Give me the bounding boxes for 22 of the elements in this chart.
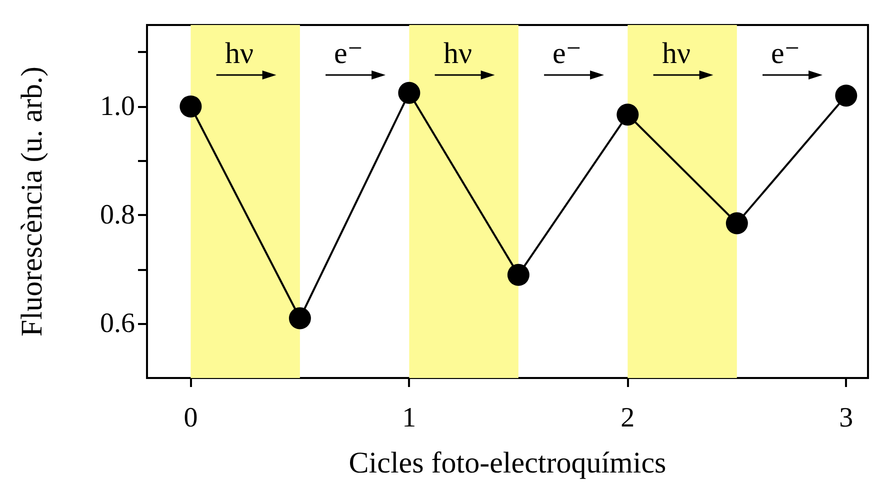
y-tick-label: 0.8: [100, 200, 135, 231]
point: [180, 95, 202, 118]
point: [288, 307, 311, 330]
annotation: e⁻: [770, 37, 800, 70]
point: [726, 212, 748, 234]
x-tick-label: 1: [402, 402, 416, 434]
y-tick-label: 0.6: [100, 308, 135, 340]
x-tick-label: 2: [620, 402, 635, 434]
x-axis-title: Cicles foto-electroquímics: [348, 446, 666, 480]
annotation: e⁻: [334, 37, 364, 70]
point: [835, 84, 858, 107]
point: [398, 82, 420, 104]
annotation: e⁻: [552, 37, 582, 70]
x-tick-label: 3: [839, 402, 854, 434]
band-label: hν: [225, 37, 254, 70]
y-axis-title: Fluorescència (u. arb.): [16, 66, 48, 336]
point: [507, 264, 530, 286]
band-label: hν: [444, 37, 472, 70]
band-label: hν: [662, 37, 691, 70]
y-tick-label: 1.0: [100, 90, 135, 122]
point: [616, 104, 639, 126]
x-tick-label: 0: [184, 402, 198, 434]
